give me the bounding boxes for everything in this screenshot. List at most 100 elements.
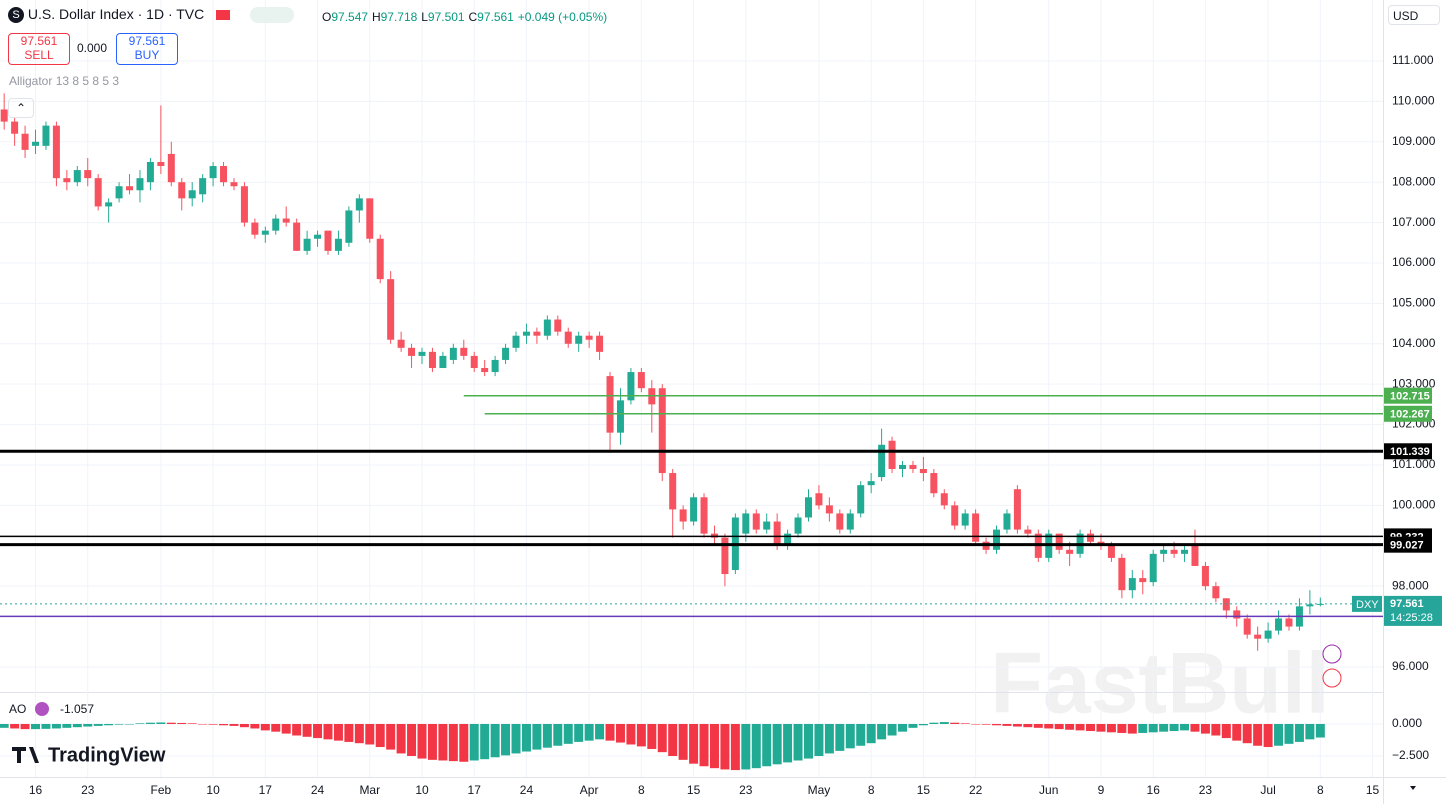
ao-bar <box>709 723 719 769</box>
price-label-bg <box>1384 405 1432 422</box>
candle-body <box>261 230 269 235</box>
collapse-button[interactable]: ⌃ <box>8 98 34 118</box>
ao-bar <box>542 723 552 748</box>
flag-icon[interactable] <box>216 10 231 21</box>
candle-body <box>188 190 196 199</box>
candle-body <box>209 166 217 179</box>
change: +0.049 (+0.05%) <box>517 10 608 24</box>
candle-body <box>888 440 896 470</box>
ao-bar <box>260 723 270 731</box>
ao-bar <box>219 723 229 726</box>
candle-body <box>345 210 353 243</box>
ao-bar <box>250 723 260 729</box>
candle-body <box>303 238 311 251</box>
ao-bar <box>521 723 531 752</box>
ao-bar <box>20 723 30 730</box>
ao-bar <box>595 723 605 740</box>
x-tick-label: 17 <box>259 783 273 797</box>
ao-bar <box>83 723 93 727</box>
y-tick-label: 103.000 <box>1392 376 1436 390</box>
candle-body <box>460 347 468 356</box>
ao-bar <box>939 722 949 724</box>
x-tick-label: Feb <box>151 783 172 797</box>
price-label-bg <box>1384 387 1432 404</box>
ao-bar <box>1138 723 1148 733</box>
sell-button[interactable]: 97.561 SELL <box>8 33 70 65</box>
ao-bar <box>1002 723 1012 726</box>
candle-body <box>564 331 572 344</box>
ao-bar <box>1305 723 1315 740</box>
ao-bar <box>866 723 876 744</box>
candle-body <box>418 351 426 356</box>
candle-body <box>126 186 134 191</box>
candle-body <box>1243 618 1251 635</box>
settings-icon[interactable] <box>1410 786 1416 790</box>
symbol-header: S U.S. Dollar Index · 1D · TVC <box>8 6 295 24</box>
ao-bar <box>626 723 636 745</box>
candle-body <box>199 178 207 195</box>
ao-bar <box>1274 723 1284 746</box>
alert-icon[interactable] <box>1322 644 1342 664</box>
buy-button[interactable]: 97.561 BUY <box>116 33 178 65</box>
y-tick-label: 96.000 <box>1392 659 1429 673</box>
price-label: 102.715 <box>1390 391 1430 403</box>
ao-bar <box>1054 723 1064 730</box>
ao-bar <box>699 723 709 767</box>
ao-bar <box>62 723 72 728</box>
candle-body <box>94 178 102 207</box>
ao-icon[interactable] <box>35 702 49 716</box>
candle-body <box>1254 634 1262 639</box>
currency: USD <box>1393 9 1419 23</box>
ao-bar <box>803 723 813 759</box>
ao-bar <box>344 723 354 742</box>
status-pill[interactable] <box>250 7 295 24</box>
ao-bar <box>1065 723 1075 730</box>
candle-body <box>1149 553 1157 583</box>
ao-bar <box>971 723 981 725</box>
ao-badge <box>1 701 25 717</box>
ao-bar <box>1221 723 1231 739</box>
ao-bar <box>1242 723 1252 744</box>
candle-body <box>857 485 865 514</box>
last-price-bg <box>1384 595 1442 626</box>
indicator-label: Alligator 13 8 5 8 5 3 <box>9 74 120 88</box>
ao-bar <box>1180 723 1190 731</box>
ao-bar <box>365 723 375 745</box>
candle-body <box>784 533 792 546</box>
x-tick-label: 16 <box>29 783 43 797</box>
ao-bar <box>918 723 928 726</box>
candle-body <box>679 509 687 522</box>
ao-bar <box>636 723 646 747</box>
ao-bar <box>929 722 939 724</box>
candle-body <box>314 234 322 239</box>
x-tick-label: 23 <box>1199 783 1213 797</box>
ao-bar <box>908 723 918 728</box>
ao-bar <box>1033 723 1043 728</box>
x-tick-label: 9 <box>1098 783 1105 797</box>
currency-select[interactable]: USD <box>1388 5 1440 25</box>
candle-body <box>84 170 92 179</box>
candle-body <box>449 347 457 360</box>
ao-bar <box>177 722 187 724</box>
candle-body <box>1066 549 1074 554</box>
candle-body <box>533 331 541 336</box>
ao-bar <box>114 723 124 725</box>
candle-body <box>909 464 917 470</box>
ao-bar <box>814 723 824 756</box>
ao-bar <box>1284 723 1294 744</box>
price-label-bg <box>1384 536 1432 553</box>
ao-name: AO <box>9 702 26 716</box>
event-icon[interactable] <box>1322 668 1342 688</box>
ao-bar <box>647 723 657 749</box>
candle-body <box>669 473 677 510</box>
candle-body <box>637 372 645 389</box>
ao-bar <box>678 723 688 760</box>
candle-body <box>951 505 959 526</box>
candle-body <box>73 170 81 183</box>
y-tick-label: 0.000 <box>1392 716 1422 730</box>
ao-bar <box>1159 723 1169 732</box>
ao-bar <box>145 722 155 724</box>
ao-bar <box>605 723 615 741</box>
candle-body <box>596 335 604 352</box>
